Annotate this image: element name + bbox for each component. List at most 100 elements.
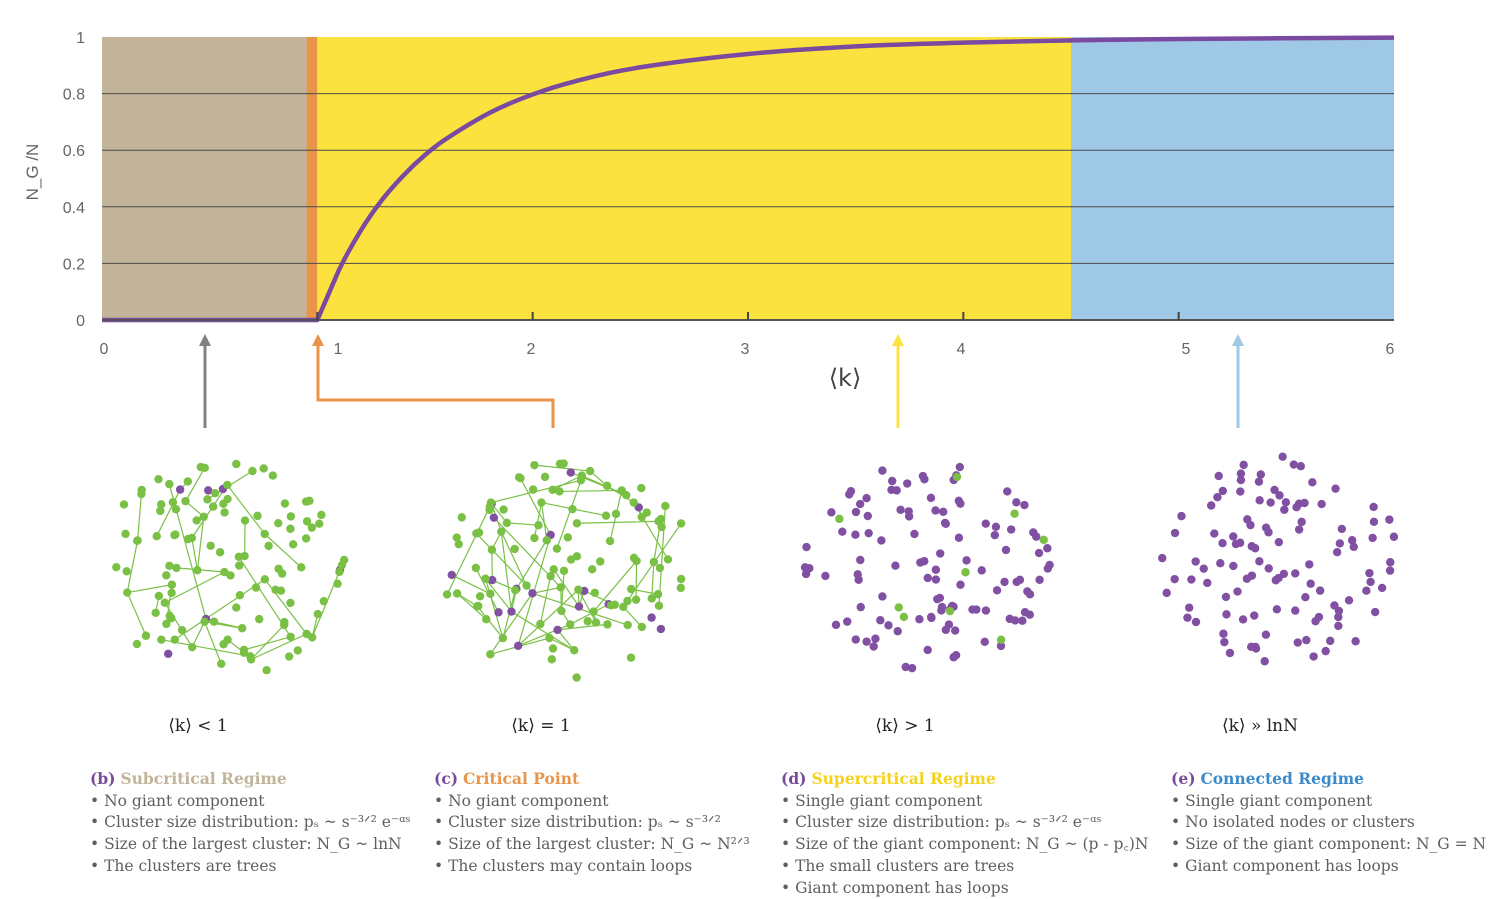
network-node xyxy=(151,608,160,618)
giant-node xyxy=(968,605,977,614)
y-axis-label: N_G /N xyxy=(23,144,42,201)
x-axis-label: ⟨k⟩ xyxy=(829,364,862,392)
giant-node xyxy=(923,573,932,583)
giant-node xyxy=(937,606,946,615)
giant-node xyxy=(1020,607,1030,617)
network-edge xyxy=(517,589,579,647)
network-node xyxy=(623,596,632,606)
network-node xyxy=(676,519,686,528)
network-node xyxy=(132,639,142,649)
giant-node xyxy=(1362,586,1371,595)
network-node xyxy=(596,557,605,566)
giant-node xyxy=(1315,586,1325,595)
bullet: The clusters may contain loops xyxy=(434,856,774,878)
giant-node xyxy=(1003,487,1012,496)
network-node xyxy=(246,652,255,661)
giant-node xyxy=(951,650,961,660)
network-node xyxy=(168,498,178,507)
network-node xyxy=(486,589,495,599)
network-node xyxy=(167,614,176,623)
giant-node xyxy=(489,513,499,522)
network-edge xyxy=(569,603,609,625)
network-edge xyxy=(593,560,638,612)
network-node xyxy=(286,632,295,642)
network-node xyxy=(642,508,651,517)
giant-node xyxy=(923,645,932,655)
giant-node xyxy=(447,570,456,580)
giant-node xyxy=(1029,528,1038,537)
giant-node xyxy=(935,549,945,558)
giant-node xyxy=(204,486,213,495)
network-node xyxy=(497,527,506,536)
giant-node xyxy=(1274,573,1283,583)
network-edge xyxy=(557,623,608,631)
giant-node xyxy=(1337,524,1347,534)
giant-node xyxy=(1229,561,1238,571)
giant-node xyxy=(1001,545,1011,555)
region-critical xyxy=(306,37,318,320)
network-node xyxy=(1039,535,1048,545)
giant-node xyxy=(1389,532,1399,541)
giant-node xyxy=(863,511,872,521)
panel-letter: (d) xyxy=(781,769,807,788)
panel-supercritical: (d) Supercritical Regime Single giant co… xyxy=(781,768,1161,899)
network-node xyxy=(234,552,244,562)
bullet: Cluster size distribution: pₛ ~ s⁻³ᐟ² xyxy=(434,812,774,834)
network-node xyxy=(156,500,166,509)
network-node xyxy=(215,548,225,557)
network-node xyxy=(530,460,539,470)
x-axis xyxy=(102,312,1394,321)
network-node xyxy=(206,541,215,551)
network-node xyxy=(248,466,257,476)
panel-letter: (c) xyxy=(434,769,459,788)
giant-node xyxy=(1291,569,1300,578)
giant-node xyxy=(1213,492,1222,502)
network-node xyxy=(251,583,261,592)
network-edge xyxy=(127,584,172,594)
giant-node xyxy=(980,637,989,647)
giant-node xyxy=(831,620,841,630)
network-node xyxy=(605,536,615,546)
giant-node xyxy=(1214,471,1223,481)
network-node xyxy=(590,588,600,598)
bullet: The small clusters are trees xyxy=(781,856,1161,878)
network-node xyxy=(629,498,638,507)
giant-node xyxy=(1187,575,1196,584)
network-node xyxy=(530,533,539,543)
network-node xyxy=(574,585,583,594)
giant-node xyxy=(1034,548,1044,558)
giant-node xyxy=(1332,548,1342,557)
network-node xyxy=(137,489,146,499)
network-node xyxy=(319,596,328,606)
network-edge xyxy=(126,592,147,636)
network-edge xyxy=(500,531,513,612)
giant-node xyxy=(851,530,860,539)
network-edge xyxy=(622,606,643,628)
network-node xyxy=(170,635,180,644)
network-critical xyxy=(442,459,686,682)
network-edge xyxy=(552,475,583,491)
x-tick-label: 0 xyxy=(100,341,109,358)
giant-node xyxy=(1301,592,1310,602)
network-node xyxy=(647,594,656,603)
giant-node xyxy=(851,507,861,517)
giant-node xyxy=(574,602,584,611)
bullet: Size of the giant component: N_G = N xyxy=(1171,834,1491,856)
giant-node xyxy=(1158,553,1167,563)
bullet: Size of the largest cluster: N_G ~ lnN xyxy=(90,834,420,856)
network-edge xyxy=(136,494,142,541)
network-edge xyxy=(511,611,575,651)
network-node xyxy=(165,561,174,571)
tick-labels: 0 1 2 3 4 5 6 0 0.2 0.4 0.6 0.8 1 xyxy=(63,30,1395,358)
giant-node xyxy=(1365,568,1374,578)
bullet: Giant component has loops xyxy=(781,878,1161,899)
network-edge xyxy=(534,464,591,472)
giant-node xyxy=(1385,566,1395,575)
regime-regions xyxy=(102,37,1394,320)
network-edge xyxy=(576,520,659,524)
network-node xyxy=(502,518,512,528)
network-node xyxy=(623,620,632,630)
giant-node xyxy=(1334,621,1343,631)
giant-node xyxy=(1289,460,1299,469)
giant-node xyxy=(891,561,900,570)
